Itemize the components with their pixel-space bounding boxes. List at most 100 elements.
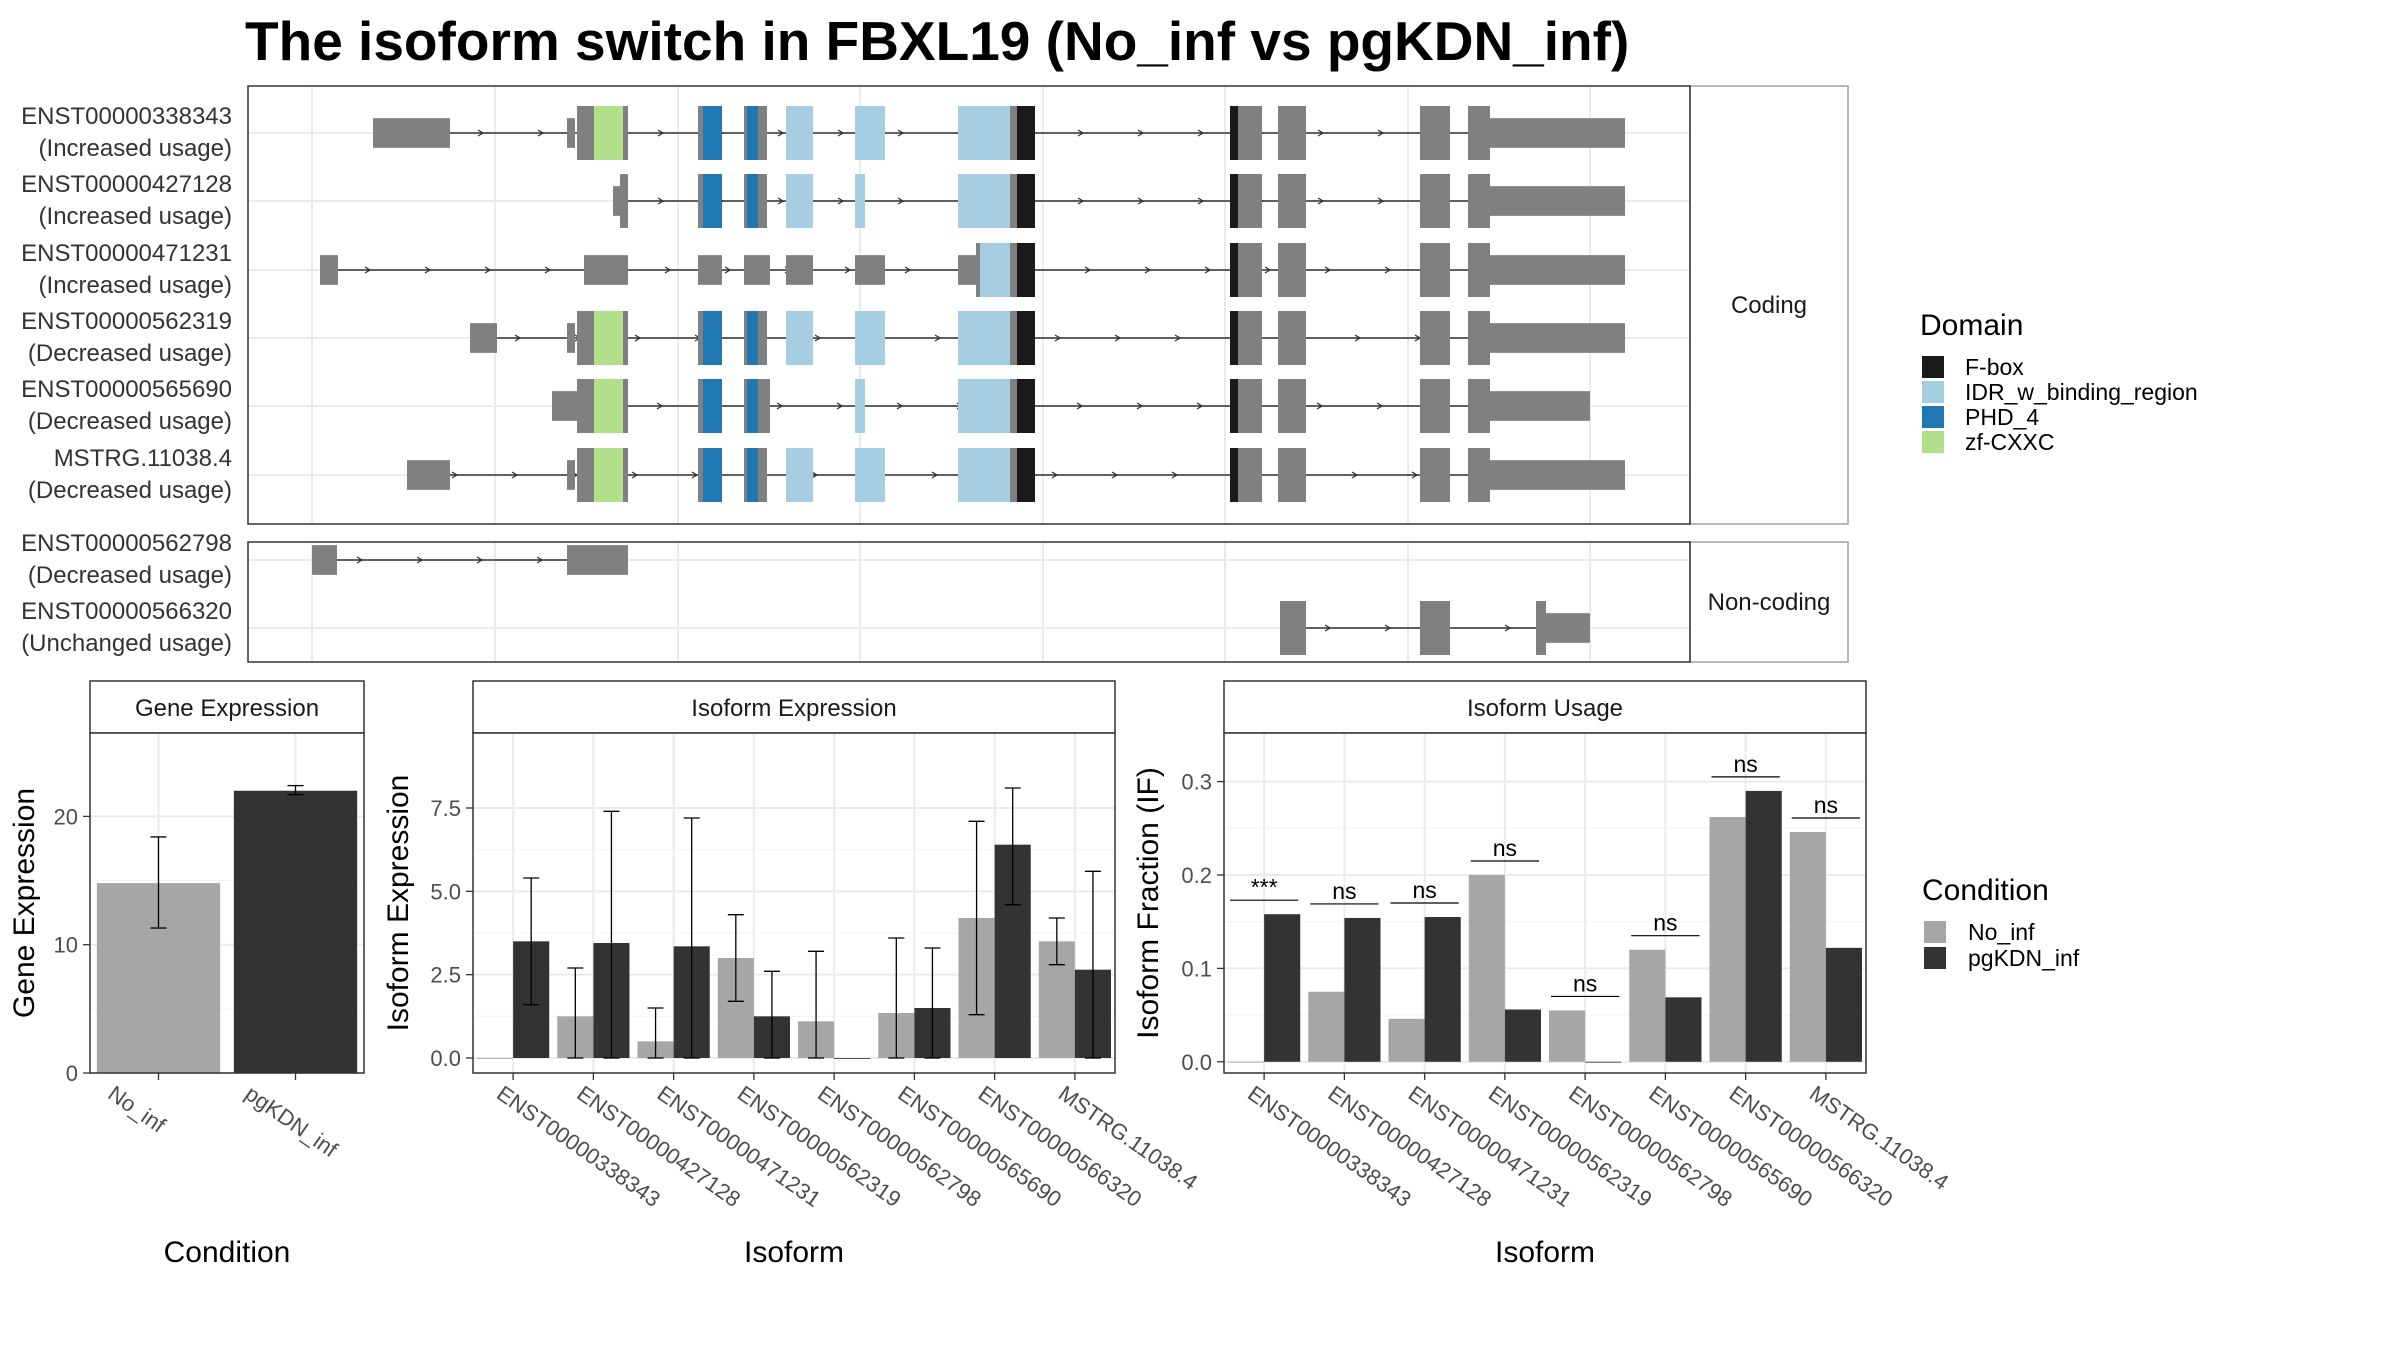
- exon-block: [312, 545, 337, 575]
- exon-block: [567, 460, 575, 490]
- exon-block: [1010, 174, 1017, 228]
- exon-block: [1420, 174, 1450, 228]
- exon-block: [786, 448, 813, 502]
- intron-arrow: [811, 471, 819, 479]
- exon-block: [1238, 311, 1262, 365]
- exon-block: [594, 448, 623, 502]
- bar: [1308, 991, 1345, 1062]
- exon-block: [1490, 323, 1625, 353]
- bar: [1585, 1061, 1622, 1063]
- transcript-id-label: ENST00000562798: [21, 530, 232, 557]
- domain-legend: Domain F-boxIDR_w_binding_regionPHD_4zf-C…: [1920, 309, 2198, 455]
- intron-arrow: [656, 402, 664, 410]
- domain-legend-label: F-box: [1965, 354, 2024, 380]
- exon-block: [613, 186, 620, 216]
- exon-block: [744, 379, 747, 433]
- exon-block: [1238, 174, 1262, 228]
- x-axis-title: Condition: [164, 1236, 291, 1269]
- intron-arrow: [1317, 129, 1325, 137]
- intron-arrow: [1351, 471, 1359, 479]
- transcript-usage-label: (Increased usage): [39, 135, 232, 162]
- exon-block: [747, 379, 758, 433]
- intron-arrow: [776, 402, 784, 410]
- transcript-id-label: ENST00000427128: [21, 171, 232, 198]
- exon-block: [1238, 379, 1262, 433]
- y-tick-label: 0.3: [1181, 770, 1212, 795]
- exon-block: [1230, 448, 1238, 502]
- exon-block: [958, 255, 976, 285]
- exon-block: [1230, 379, 1238, 433]
- exon-block: [1546, 613, 1590, 643]
- bar: [477, 1058, 514, 1059]
- exon-block: [407, 460, 450, 490]
- intron-arrow: [777, 129, 785, 137]
- intron-arrow: [416, 556, 424, 564]
- exon-block: [1420, 243, 1450, 297]
- exon-block: [1017, 448, 1035, 502]
- significance-label: ***: [1251, 874, 1278, 900]
- bar: [1424, 917, 1461, 1062]
- exon-block: [703, 448, 722, 502]
- exon-block: [698, 174, 703, 228]
- exon-block: [1017, 106, 1035, 160]
- x-axis-title: Isoform: [744, 1236, 844, 1269]
- exon-block: [623, 106, 628, 160]
- exon-block: [1230, 311, 1238, 365]
- exon-block: [1278, 243, 1306, 297]
- exon-block: [320, 255, 338, 285]
- exon-block: [373, 118, 450, 148]
- exon-block: [758, 106, 767, 160]
- x-axis-title: Isoform: [1495, 1236, 1595, 1269]
- exon-block: [594, 311, 623, 365]
- intron-arrow: [1411, 471, 1419, 479]
- transcript-id-label: ENST00000566320: [21, 598, 232, 625]
- bar: [1709, 817, 1746, 1062]
- exon-block: [1280, 601, 1306, 655]
- condition-legend-label: pgKDN_inf: [1968, 945, 2080, 971]
- exon-block: [855, 106, 885, 160]
- exon-block: [1490, 460, 1625, 490]
- intron-arrow: [451, 471, 459, 479]
- bar: [1388, 1018, 1425, 1062]
- intron-arrow: [1197, 129, 1205, 137]
- structure-panel-border: [247, 85, 1691, 525]
- intron-arrow: [1136, 402, 1144, 410]
- intron-arrow: [1144, 266, 1152, 274]
- intron-arrow: [1377, 197, 1385, 205]
- intron-arrow: [814, 334, 822, 342]
- bar: [233, 790, 358, 1073]
- exon-block: [703, 106, 722, 160]
- significance-label: ns: [1814, 792, 1838, 818]
- bar: [1344, 917, 1381, 1062]
- isoform-expression-chart: Isoform Expression0.02.55.07.5ENST000003…: [382, 680, 1202, 1269]
- intron-arrow: [657, 197, 665, 205]
- exon-block: [855, 448, 885, 502]
- intron-arrow: [1174, 334, 1182, 342]
- exon-block: [758, 311, 767, 365]
- y-tick-label: 2.5: [430, 963, 461, 988]
- significance-label: ns: [1493, 835, 1517, 861]
- intron-arrow: [1204, 266, 1212, 274]
- exon-block: [855, 255, 885, 285]
- bar: [1504, 1009, 1541, 1062]
- y-axis-title: Isoform Fraction (IF): [1132, 767, 1165, 1039]
- bar: [1789, 832, 1826, 1062]
- bar: [1745, 790, 1782, 1062]
- intron-arrow: [904, 266, 912, 274]
- intron-arrow: [1171, 471, 1179, 479]
- exon-block: [1490, 118, 1625, 148]
- intron-arrow: [837, 129, 845, 137]
- bar: [1629, 949, 1666, 1062]
- exon-block: [1017, 311, 1035, 365]
- intron-arrow: [724, 266, 732, 274]
- exon-block: [1420, 106, 1450, 160]
- intron-arrow: [544, 266, 552, 274]
- exon-block: [623, 379, 628, 433]
- intron-arrow: [424, 266, 432, 274]
- exon-block: [1468, 379, 1490, 433]
- transcript-usage-label: (Increased usage): [39, 272, 232, 299]
- intron-arrow: [1114, 334, 1122, 342]
- y-tick-label: 0.1: [1181, 956, 1212, 981]
- exon-block: [567, 118, 575, 148]
